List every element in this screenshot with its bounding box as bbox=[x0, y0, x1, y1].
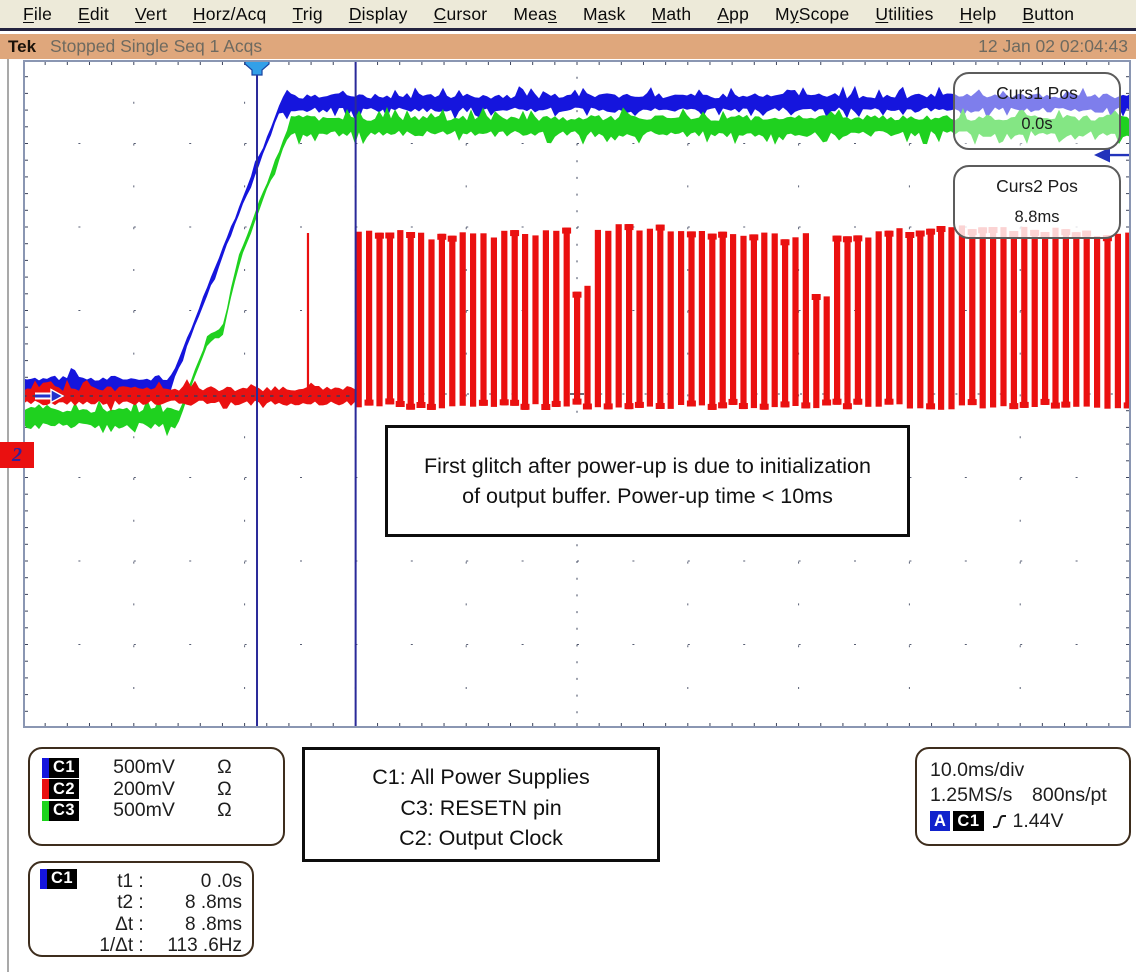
menu-utilities[interactable]: Utilities bbox=[875, 3, 934, 24]
cursor-row-2: Δt : 8 .8ms bbox=[40, 914, 242, 936]
label-c3: C3: RESETN pin bbox=[400, 795, 562, 820]
trace-c2-baseline bbox=[23, 379, 355, 412]
signal-labels-box: C1: All Power Supplies C3: RESETN pin C2… bbox=[302, 747, 660, 862]
cursor-value-1: 8 .8ms bbox=[184, 892, 242, 914]
menu-edit[interactable]: Edit bbox=[78, 3, 109, 24]
menu-vert[interactable]: Vert bbox=[134, 3, 167, 24]
cursor-measurement-readout: C1 t1 : 0 .0s t2 : 8 .8ms Δt : 8 .8ms 1/Δt : 113… bbox=[28, 861, 254, 957]
menu-meas[interactable]: Meas bbox=[513, 3, 557, 24]
resolution-readout: 800ns/pt bbox=[1032, 783, 1107, 806]
coupling-c2: Ω bbox=[217, 777, 232, 800]
timebase-readout: 10.0ms/div bbox=[930, 759, 1025, 781]
rising-edge-icon bbox=[992, 814, 1006, 828]
curs2-pos-popup[interactable]: Curs2 Pos 8.8ms bbox=[953, 165, 1121, 239]
menu-mask[interactable]: Mask bbox=[582, 3, 626, 24]
cursor-label-0: t1 : bbox=[117, 870, 144, 892]
scale-c3: 500mV bbox=[113, 799, 175, 822]
menu-horzacq[interactable]: Horz/Acq bbox=[192, 3, 267, 24]
curs1-pos-popup[interactable]: Curs1 Pos 0.0s bbox=[953, 72, 1121, 150]
scale-c2: 200mV bbox=[113, 777, 175, 800]
sample-rate-readout: 1.25MS/s bbox=[930, 783, 1013, 806]
coupling-c3: Ω bbox=[217, 799, 232, 822]
trigger-position-marker[interactable] bbox=[244, 60, 270, 76]
channel-badge-c2: C2 bbox=[42, 779, 80, 800]
annotation-line1: First glitch after power-up is due to in… bbox=[424, 454, 871, 478]
menu-app[interactable]: App bbox=[717, 3, 750, 24]
menu-math[interactable]: Math bbox=[651, 3, 692, 24]
cursor-label-2: Δt : bbox=[115, 913, 144, 935]
curs2-pos-value: 8.8ms bbox=[1014, 208, 1060, 226]
menu-help[interactable]: Help bbox=[959, 3, 997, 24]
cursor-label-3: 1/Δt : bbox=[99, 935, 144, 957]
trace-c2-clock bbox=[355, 224, 1131, 410]
cursor-value-0: 0 .0s bbox=[200, 870, 242, 892]
graticule: Curs1 Pos 0.0s Curs2 Pos 8.8ms First gli… bbox=[23, 60, 1131, 728]
channel-badge-c1: C1 bbox=[40, 868, 78, 889]
curs1-pos-title: Curs1 Pos bbox=[996, 83, 1078, 103]
waveform-plot bbox=[23, 60, 1131, 728]
channel-row-c2[interactable]: C2 200mV Ω bbox=[42, 777, 283, 801]
channel-scale-readout: C1 500mV Ω C2 200mV Ω C3 500mV Ω bbox=[28, 747, 285, 846]
trigger-mode-badge: A bbox=[930, 811, 951, 832]
right-arrow-head[interactable] bbox=[1094, 147, 1110, 163]
channel-row-c1[interactable]: C1 500mV Ω bbox=[42, 756, 283, 779]
channel-row-c3[interactable]: C3 500mV Ω bbox=[42, 799, 283, 822]
cursor-label-1: t2 : bbox=[117, 892, 144, 914]
channel2-marker-label: 2 bbox=[12, 443, 22, 466]
curs1-pos-value: 0.0s bbox=[1021, 115, 1053, 133]
horizontal-trigger-readout: 10.0ms/div 1.25MS/s 800ns/pt A C1 1.44V bbox=[915, 747, 1131, 846]
label-c2: C2: Output Clock bbox=[399, 826, 563, 850]
menu-cursor[interactable]: Cursor bbox=[433, 3, 488, 24]
label-c1: C1: All Power Supplies bbox=[372, 765, 590, 789]
trigger-source-badge: C1 bbox=[953, 811, 984, 832]
cursor-row-3: 1/Δt : 113 .6Hz bbox=[40, 935, 242, 958]
menu-file[interactable]: File bbox=[23, 3, 52, 24]
cursor-row-0: C1 t1 : 0 .0s bbox=[40, 868, 242, 893]
datetime-readout: 12 Jan 02 02:04:43 bbox=[978, 36, 1128, 56]
menu-bar: File Edit Vert Horz/Acq Trig Display Cursor Mea… bbox=[0, 0, 1136, 31]
menu-myscope[interactable]: MyScope bbox=[775, 3, 850, 24]
status-bar: Tek Stopped Single Seq 1 Acqs 12 Jan 02 … bbox=[0, 34, 1136, 59]
menu-display[interactable]: Display bbox=[348, 3, 408, 24]
trigger-arrow-head bbox=[50, 388, 65, 404]
channel2-position-marker[interactable]: 2 bbox=[0, 442, 34, 468]
graticule-frame bbox=[23, 60, 1131, 728]
menu-button[interactable]: Button bbox=[1022, 3, 1075, 24]
acquisition-status: Stopped Single Seq 1 Acqs bbox=[50, 36, 263, 56]
screen-left-divider bbox=[7, 59, 9, 972]
cursor-row-1: t2 : 8 .8ms bbox=[40, 892, 242, 915]
trigger-level-readout: 1.44V bbox=[1012, 810, 1064, 832]
curs2-pos-title: Curs2 Pos bbox=[996, 176, 1078, 196]
channel-badge-c1: C1 bbox=[42, 757, 80, 778]
annotation-line2: of output buffer. Power-up time < 10ms bbox=[462, 484, 833, 508]
coupling-c1: Ω bbox=[217, 756, 232, 779]
annotation-callout: First glitch after power-up is due to in… bbox=[385, 425, 910, 537]
scale-c1: 500mV bbox=[113, 756, 175, 779]
channel-badge-c3: C3 bbox=[42, 800, 80, 821]
cursor-value-2: 8 .8ms bbox=[184, 913, 242, 935]
tek-logo: Tek bbox=[8, 36, 37, 56]
cursor-value-3: 113 .6Hz bbox=[167, 935, 242, 957]
menu-trig[interactable]: Trig bbox=[292, 3, 323, 24]
